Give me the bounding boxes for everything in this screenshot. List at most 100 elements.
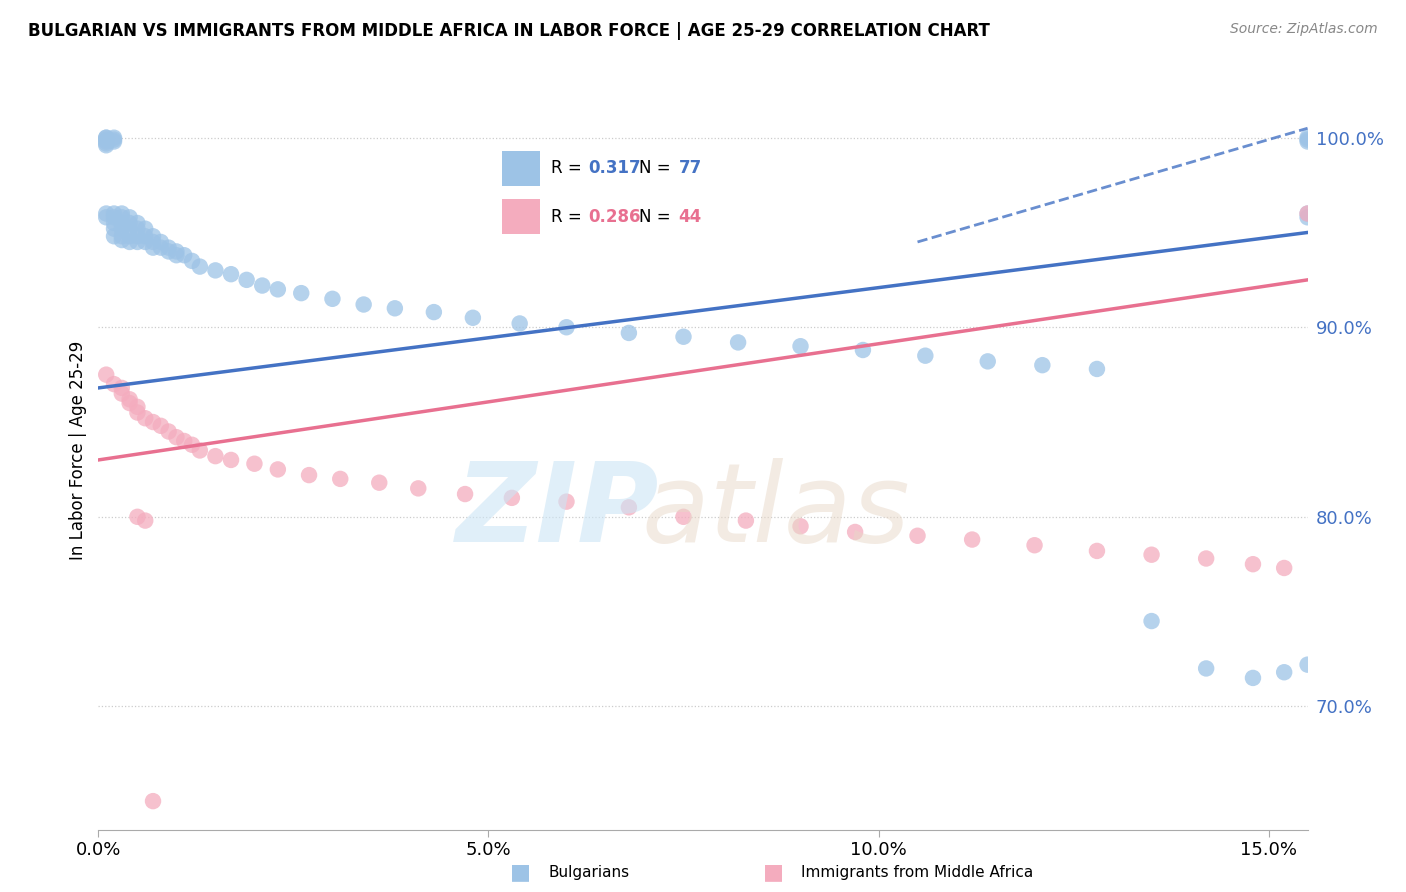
- Point: [406, 482, 429, 496]
- Point: [134, 235, 156, 249]
- Point: [142, 241, 165, 255]
- Point: [353, 297, 375, 311]
- Point: [1296, 135, 1319, 149]
- Text: Source: ZipAtlas.com: Source: ZipAtlas.com: [1230, 22, 1378, 37]
- Point: [96, 368, 118, 382]
- Point: [727, 335, 749, 350]
- Point: [555, 320, 578, 334]
- Point: [134, 514, 156, 528]
- Point: [134, 221, 156, 235]
- Point: [127, 221, 149, 235]
- Point: [157, 244, 180, 259]
- Point: [267, 282, 290, 296]
- Point: [118, 392, 141, 407]
- Point: [1296, 657, 1319, 672]
- Point: [188, 260, 211, 274]
- Point: [96, 206, 118, 220]
- Point: [96, 132, 118, 146]
- Text: atlas: atlas: [641, 458, 910, 565]
- Text: 77: 77: [679, 160, 702, 178]
- Point: [111, 386, 134, 401]
- Point: [454, 487, 477, 501]
- Point: [501, 491, 523, 505]
- Point: [1085, 544, 1108, 558]
- Point: [96, 130, 118, 145]
- Point: [96, 211, 118, 225]
- Text: BULGARIAN VS IMMIGRANTS FROM MIDDLE AFRICA IN LABOR FORCE | AGE 25-29 CORRELATIO: BULGARIAN VS IMMIGRANTS FROM MIDDLE AFRI…: [28, 22, 990, 40]
- Point: [368, 475, 391, 490]
- Point: [127, 229, 149, 244]
- Point: [103, 377, 125, 392]
- Point: [1296, 206, 1319, 220]
- Point: [1031, 358, 1053, 372]
- Point: [118, 211, 141, 225]
- Point: [329, 472, 352, 486]
- Point: [204, 449, 226, 463]
- Point: [384, 301, 406, 316]
- Text: 44: 44: [679, 208, 702, 226]
- Text: 0.286: 0.286: [588, 208, 640, 226]
- Point: [1024, 538, 1046, 552]
- Point: [960, 533, 983, 547]
- Point: [235, 273, 257, 287]
- Point: [181, 253, 204, 268]
- Point: [111, 221, 134, 235]
- Text: R =: R =: [551, 208, 586, 226]
- Point: [617, 326, 640, 340]
- Point: [111, 381, 134, 395]
- Point: [111, 229, 134, 244]
- Point: [149, 418, 172, 433]
- Point: [1195, 551, 1218, 566]
- Point: [672, 329, 695, 343]
- Point: [118, 235, 141, 249]
- Point: [103, 206, 125, 220]
- Point: [252, 278, 274, 293]
- Point: [672, 509, 695, 524]
- Point: [907, 529, 929, 543]
- Point: [142, 415, 165, 429]
- Text: ■: ■: [763, 863, 783, 882]
- Point: [188, 443, 211, 458]
- Point: [1195, 661, 1218, 675]
- Point: [219, 267, 242, 281]
- Text: Immigrants from Middle Africa: Immigrants from Middle Africa: [801, 865, 1033, 880]
- Point: [118, 216, 141, 230]
- Point: [149, 235, 172, 249]
- Text: ZIP: ZIP: [456, 458, 659, 565]
- Text: N =: N =: [638, 160, 675, 178]
- Point: [789, 519, 811, 533]
- Point: [103, 130, 125, 145]
- Point: [173, 248, 195, 262]
- Point: [181, 438, 204, 452]
- Point: [555, 494, 578, 508]
- Point: [111, 233, 134, 247]
- Text: 0.317: 0.317: [588, 160, 641, 178]
- Point: [96, 136, 118, 151]
- Point: [118, 396, 141, 410]
- Text: N =: N =: [638, 208, 675, 226]
- Point: [1296, 211, 1319, 225]
- Point: [914, 349, 936, 363]
- Point: [103, 216, 125, 230]
- Point: [118, 221, 141, 235]
- Point: [243, 457, 266, 471]
- Point: [1296, 132, 1319, 146]
- Point: [1296, 130, 1319, 145]
- Point: [103, 135, 125, 149]
- Point: [735, 514, 758, 528]
- Bar: [502, 151, 540, 186]
- Point: [844, 524, 866, 539]
- Point: [103, 221, 125, 235]
- Point: [1241, 557, 1264, 571]
- Point: [103, 229, 125, 244]
- Point: [142, 235, 165, 249]
- Point: [134, 229, 156, 244]
- Point: [423, 305, 446, 319]
- Point: [1140, 548, 1163, 562]
- Point: [1241, 671, 1264, 685]
- Point: [617, 500, 640, 515]
- Point: [267, 462, 290, 476]
- Text: ■: ■: [510, 863, 530, 882]
- Point: [103, 211, 125, 225]
- Point: [204, 263, 226, 277]
